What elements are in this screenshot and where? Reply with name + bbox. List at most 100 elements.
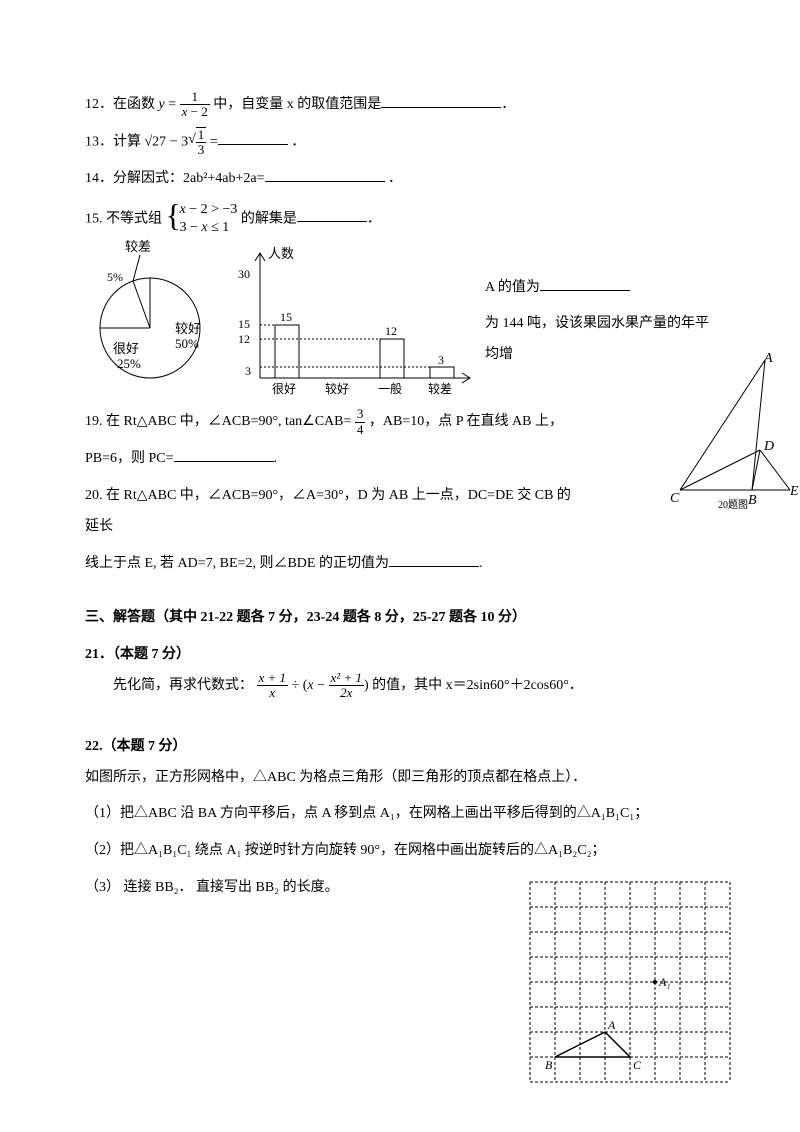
bar-x-poor: 较差	[428, 381, 452, 396]
q20-blank	[389, 552, 479, 567]
bar-tick-15: 15	[238, 317, 250, 331]
q22-line1: 如图所示，正方形网格中，△ABC 为格点三角形（即三角形的顶点都在格点上）．	[85, 763, 715, 794]
bar-tick-3: 3	[245, 364, 251, 378]
q19-frac-den: 4	[355, 423, 366, 437]
q20-end: .	[479, 556, 483, 571]
q13-minus: − 3	[166, 134, 188, 149]
svg-text:B: B	[545, 1058, 553, 1072]
q15-pre: . 不等式组	[99, 211, 166, 226]
bar-tick-12: 12	[238, 332, 250, 346]
bar-chart: 人数 30 15 12 3 15 12 3 很好 较好 一般 较差	[230, 233, 480, 403]
figure-row: 较好 50% 很好 25% 较差 5% 人数 30 15 12 3 1	[85, 243, 715, 413]
q20-line1: . 在 Rt△ABC 中，∠ACB=90°，∠A=30°，D 为 AB 上一点，…	[85, 488, 571, 534]
q12-frac-num: 1	[180, 90, 210, 105]
bar-val-12: 12	[385, 324, 397, 338]
triangle-caption: 20题图	[718, 499, 748, 510]
bar-tick-30: 30	[238, 267, 250, 281]
bar-val-3: 3	[438, 353, 444, 367]
q19-num: 19	[85, 414, 99, 429]
q12-pre: ．在函数	[99, 97, 159, 112]
bar-x-vgood: 很好	[272, 382, 296, 396]
q13-frac: 1 3	[196, 127, 207, 158]
q21-f2-den: 2x	[329, 686, 364, 700]
q21-f2-num: x² + 1	[329, 671, 364, 686]
bar-x-avg: 一般	[378, 381, 402, 396]
q13-blank	[218, 130, 288, 145]
pie-label-vgood: 很好	[113, 341, 139, 356]
lbl-B: B	[748, 493, 757, 508]
q22-line2: （1）把△ABC 沿 BA 方向平移后，点 A 移到点 A₁，在网格上画出平移后…	[85, 799, 715, 830]
q22-line3: （2）把△A₁B₁C₁ 绕点 A₁ 按逆时针方向旋转 90°，在网格中画出旋转后…	[85, 836, 715, 867]
svg-text:C: C	[633, 1058, 642, 1072]
q21-f1-den: x	[257, 686, 289, 700]
q12-y: y	[159, 97, 165, 112]
pie-pct-poor: 5%	[107, 270, 123, 284]
grid-figure: A B C A₁	[520, 872, 740, 1092]
bar-val-15: 15	[280, 310, 292, 324]
q20-angle: ∠BDE	[273, 556, 315, 571]
q15-post: 的解集是	[241, 211, 297, 226]
q12-end: ．	[501, 97, 515, 112]
q21-minus: −	[314, 678, 329, 693]
q12-blank	[381, 93, 501, 108]
q13-frac-num: 1	[196, 128, 207, 143]
question-21: 先化简，再求代数式： x + 1 x ÷ (x − x² + 1 2x ) 的值…	[85, 671, 715, 702]
question-15: 15. 不等式组 { x − 2 > −3 3 − x ≤ 1 的解集是 ．	[85, 201, 715, 237]
q14-text: ．分解因式：2ab²+4ab+2a=	[99, 171, 265, 186]
q15-blank	[297, 207, 367, 222]
q15-line1: x − 2 > −3	[180, 201, 238, 219]
pie-pct-good: 50%	[175, 336, 199, 351]
section-3-title: 三、解答题（其中 21-22 题各 7 分，23-24 题各 8 分，25-27…	[85, 603, 715, 634]
q13-eq: =	[206, 134, 217, 149]
q13-sqrt: √27	[145, 134, 167, 149]
q21-pre: 先化简，再求代数式：	[113, 678, 253, 693]
q21-f1: x + 1 x	[257, 671, 289, 701]
question-20: 20. 在 Rt△ABC 中，∠ACB=90°，∠A=30°，D 为 AB 上一…	[85, 481, 715, 543]
q22-title: 22.（本题 7 分）	[85, 732, 715, 763]
question-19-line2: PB=6，则 PC=.	[85, 444, 715, 475]
q13-pre: ．计算	[99, 134, 145, 149]
lbl-E: E	[789, 484, 799, 499]
svg-text:A: A	[607, 1018, 616, 1032]
page: 12．在函数 y = 1 x − 2 中，自变量 x 的取值范围是． 13．计算…	[0, 0, 800, 1132]
q13-frac-den: 3	[196, 143, 207, 157]
q19-blank	[174, 447, 274, 462]
lbl-A: A	[763, 351, 773, 366]
q21-div: ÷ (	[288, 678, 307, 693]
pie-label-good: 较好	[175, 321, 201, 336]
q21-f1-num: x + 1	[257, 671, 289, 686]
q21-post: 的值，其中 x＝2sin60°＋2cos60°．	[369, 678, 583, 693]
q15-num: 15	[85, 211, 99, 226]
pie-chart: 较好 50% 很好 25% 较差 5%	[85, 233, 225, 403]
q21-title: 21．（本题 7 分）	[85, 640, 715, 671]
q12-den-rest: − 2	[187, 104, 207, 119]
q14-end: ．	[385, 171, 403, 186]
frag-1-blank	[540, 276, 630, 291]
q13-end: ．	[288, 134, 306, 149]
q13-num: 13	[85, 134, 99, 149]
pie-label-poor: 较差	[125, 239, 151, 254]
brace-icon: {	[166, 199, 181, 231]
q19-pre: . 在 Rt△ABC 中，∠ACB=90°, tan∠CAB=	[99, 414, 351, 429]
q12-frac: 1 x − 2	[180, 90, 210, 120]
q21-f2: x² + 1 2x	[329, 671, 364, 701]
q15-system: { x − 2 > −3 3 − x ≤ 1	[166, 201, 238, 237]
question-13: 13．计算 √27 − 3√ 1 3 = ．	[85, 127, 715, 158]
q15-end: ．	[367, 211, 381, 226]
bar-x-good: 较好	[325, 381, 349, 396]
lbl-D: D	[763, 439, 774, 454]
question-20-line2: 线上于点 E, 若 AD=7, BE=2, 则∠BDE 的正切值为.	[85, 549, 715, 580]
lbl-C: C	[670, 491, 680, 506]
svg-text:A₁: A₁	[658, 975, 671, 989]
q20-num: 20	[85, 488, 99, 503]
q14-num: 14	[85, 171, 99, 186]
q19-line2: PB=6，则 PC=	[85, 451, 174, 466]
bar-ylabel: 人数	[268, 246, 294, 261]
frag-1: A 的值为	[485, 273, 630, 304]
q19-end: .	[274, 451, 278, 466]
frag-1-text: A 的值为	[485, 280, 540, 295]
question-12: 12．在函数 y = 1 x − 2 中，自变量 x 的取值范围是．	[85, 90, 715, 121]
q19-mid: ，AB=10，点 P 在直线 AB 上，	[365, 414, 563, 429]
q14-blank	[265, 167, 385, 182]
q12-post: 中，自变量 x 的取值范围是	[213, 97, 381, 112]
